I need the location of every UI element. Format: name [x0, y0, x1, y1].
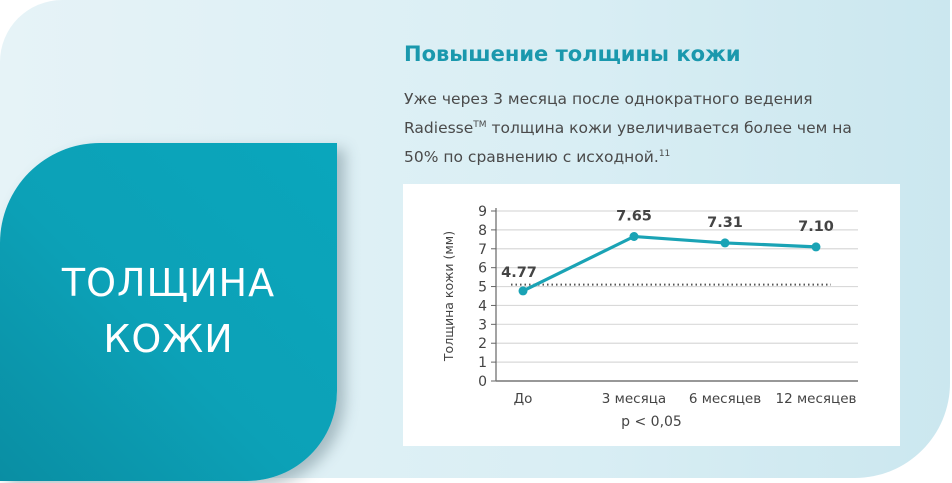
- data-label: 4.77: [501, 265, 537, 281]
- y-tick-label: 9: [478, 204, 487, 220]
- x-tick-label: 6 месяцев: [689, 391, 761, 407]
- data-label: 7.10: [798, 219, 834, 235]
- y-tick-label: 8: [478, 223, 487, 239]
- y-tick-label: 6: [478, 261, 487, 277]
- section-heading: Повышение толщины кожи: [404, 42, 741, 66]
- data-point: [518, 286, 528, 296]
- y-tick-label: 2: [478, 336, 487, 352]
- x-tick-label: 12 месяцев: [776, 391, 857, 407]
- y-tick-label: 0: [478, 374, 487, 390]
- data-point: [720, 238, 730, 248]
- y-tick-label: 1: [478, 355, 487, 371]
- topic-title-line1: ТОЛЩИНА: [61, 261, 276, 305]
- data-label: 7.65: [616, 209, 652, 225]
- y-tick-label: 5: [478, 280, 487, 296]
- y-tick-label: 4: [478, 298, 487, 314]
- y-tick-label: 3: [478, 317, 487, 333]
- line-chart: 0 1 2 3 4 5 6 7 8 9 Толщина кожи (мм) 4.77 7.65 7.31 7…: [403, 184, 900, 446]
- y-tick-label: 7: [478, 242, 487, 258]
- x-tick-label: 3 месяца: [602, 391, 666, 407]
- topic-panel: ТОЛЩИНА КОЖИ: [0, 143, 337, 481]
- footnote-ref: 11: [658, 149, 671, 160]
- data-line: [522, 234, 817, 293]
- p-value-note: p < 0,05: [621, 414, 682, 430]
- description-part2: толщина кожи увеличивается более чем на …: [404, 119, 852, 167]
- description-text: Уже через 3 месяца после однократного ве…: [404, 86, 874, 170]
- topic-title: ТОЛЩИНА КОЖИ: [0, 255, 337, 367]
- data-point: [629, 232, 639, 241]
- trademark-mark: TM: [473, 120, 487, 130]
- chart-canvas: 0 1 2 3 4 5 6 7 8 9 Толщина кожи (мм) 4.77 7.65 7.31 7…: [441, 204, 858, 407]
- data-point: [811, 242, 821, 252]
- topic-title-line2: КОЖИ: [103, 317, 234, 361]
- data-label: 7.31: [707, 215, 743, 231]
- y-axis-label: Толщина кожи (мм): [441, 231, 456, 362]
- x-tick-label: До: [514, 391, 533, 407]
- description-part1: Уже через 3 месяца после однократного ве…: [404, 90, 813, 138]
